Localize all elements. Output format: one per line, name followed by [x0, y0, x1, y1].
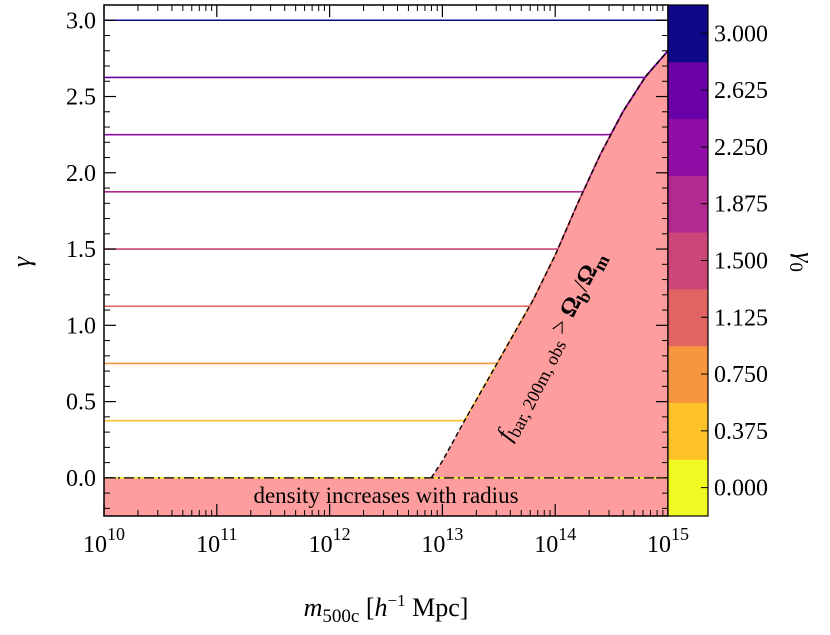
x-axis: 1010 1011 1012 1013 1014 1015 [83, 5, 689, 558]
colorbar-label: γ0 [785, 252, 819, 272]
x-tick-label: 1014 [534, 524, 576, 558]
x-axis-label: m500c [h−1 Mpc] [304, 591, 469, 627]
y-axis-label: γ [7, 256, 36, 267]
gamma-line-6 [104, 51, 668, 136]
y-tick-label: 2.0 [66, 161, 96, 187]
lower-region-annotation: density increases with radius [253, 483, 518, 508]
y-tick-label: 3.0 [66, 8, 96, 34]
colorbar-tick-label: 2.625 [714, 78, 768, 104]
y-tick-label: 2.5 [66, 85, 96, 111]
gamma-line-5 [104, 51, 668, 193]
gamma-line-7 [104, 50, 668, 79]
baryon-fraction-region [431, 50, 668, 478]
colorbar-label-main: γ [790, 252, 819, 263]
excluded-regions [104, 50, 668, 516]
colorbar-tick-label: 0.000 [714, 476, 768, 502]
colorbar-tick-label: 2.250 [714, 135, 768, 161]
x-tick-label: 1010 [83, 524, 125, 558]
y-tick-label: 0.5 [66, 390, 96, 416]
colorbar-border [667, 4, 709, 517]
x-tick-label: 1011 [196, 524, 237, 558]
x-tick-label: 1015 [647, 524, 689, 558]
x-tick-label: 1012 [309, 524, 351, 558]
y-axis: 0.0 0.5 1.0 1.5 2.0 2.5 3.0 [66, 8, 668, 509]
colorbar-tick-label: 1.500 [714, 249, 768, 275]
x-label-unit-exp: −1 [387, 591, 405, 610]
colorbar-tick-label: 0.375 [714, 419, 768, 445]
x-tick-label: 1013 [421, 524, 463, 558]
baryon-fraction-boundary [430, 50, 668, 479]
colorbar-tick-label: 3.000 [714, 21, 768, 47]
density-increase-region [104, 477, 668, 516]
x-label-unit-open: [ [359, 593, 374, 622]
colorbar: 0.000 0.375 0.750 1.125 1.500 1.875 2.250 2.625… [667, 4, 768, 517]
x-label-sub: 500c [322, 606, 359, 627]
y-tick-label: 1.0 [66, 313, 96, 339]
x-label-unit-h: h [374, 593, 387, 622]
colorbar-tick-label: 1.875 [714, 192, 768, 218]
gamma-lines [104, 19, 668, 479]
colorbar-label-sub: 0 [785, 262, 806, 272]
y-tick-label: 0.0 [66, 466, 96, 492]
colorbar-tick-label: 1.125 [714, 305, 768, 331]
x-label-unit-rest: Mpc] [406, 593, 469, 622]
y-tick-label: 1.5 [66, 237, 96, 263]
colorbar-tick-label: 0.750 [714, 362, 768, 388]
x-label-main: m [304, 593, 323, 622]
